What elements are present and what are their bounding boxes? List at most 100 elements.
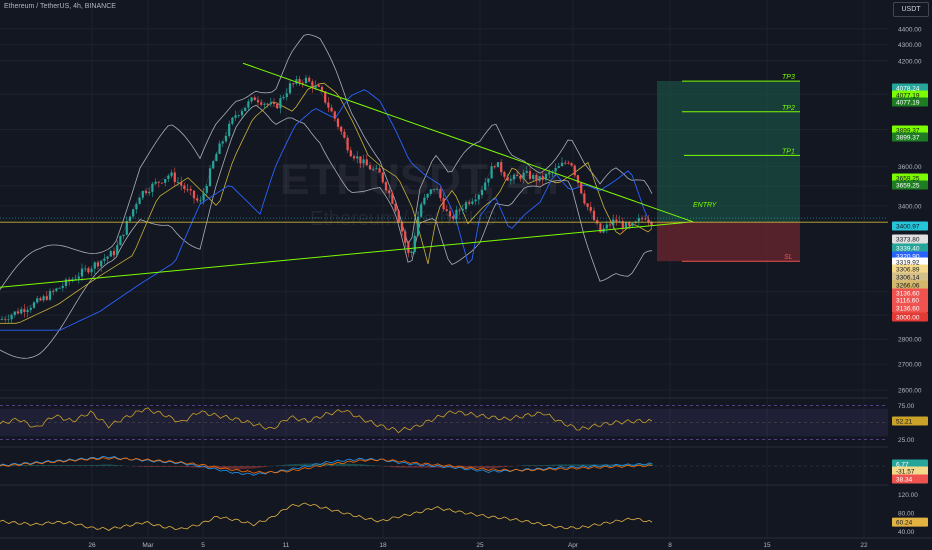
macd-value-label: 6.77 [896, 462, 909, 469]
candle-body [228, 123, 231, 136]
candle-body [4, 318, 7, 320]
bollinger-upper [0, 33, 653, 290]
rsi-value-label: 52.21 [896, 418, 913, 425]
candle-body [141, 190, 144, 198]
candle-body [77, 276, 80, 279]
time-tick-label: 8 [668, 542, 672, 549]
candle-body [36, 298, 39, 303]
moving-average-yellow [0, 82, 653, 324]
candle-body [356, 156, 359, 159]
candle-body [372, 168, 375, 170]
price-label-box [892, 280, 928, 290]
candle-body [244, 107, 247, 112]
candle-body [202, 192, 205, 201]
candle-body [381, 172, 384, 183]
candle-body [423, 197, 426, 205]
price-label-box [892, 234, 928, 244]
candle-body [468, 202, 471, 204]
price-labels: 4078.244077.194077.193899.373899.373659.… [892, 83, 928, 527]
candle-body [426, 193, 429, 198]
candle-body [138, 197, 141, 205]
candle-body [148, 191, 151, 194]
candle-body [45, 296, 48, 300]
candle-body [292, 83, 295, 85]
candle-body [346, 137, 349, 151]
candle-body [336, 118, 340, 127]
candle-body [276, 103, 279, 109]
candle-body [64, 279, 68, 287]
candle-body [548, 172, 551, 175]
price-label: 3116.60 [896, 298, 919, 305]
candle-body [240, 111, 244, 116]
candle-body [74, 278, 77, 280]
candle-body [576, 175, 580, 183]
candle-body [189, 189, 192, 191]
candle-body [199, 200, 202, 202]
candle-body [538, 176, 541, 181]
candle-body [173, 172, 176, 183]
candle-body [132, 209, 135, 217]
candle-body [583, 193, 586, 204]
price-tick-label: 2600.00 [898, 388, 922, 395]
price-label: 3319.92 [896, 260, 920, 267]
candle-body [640, 218, 644, 220]
candle-body [605, 224, 608, 229]
price-label: 4077.19 [896, 93, 920, 100]
price-tick-label: 2800.00 [898, 337, 922, 344]
candle-body [391, 193, 394, 204]
adx-tick-label: 40.00 [898, 529, 915, 536]
candle-body [400, 222, 404, 232]
price-label: 3659.25 [896, 183, 920, 190]
candle-body [279, 98, 282, 109]
price-label-box [892, 180, 928, 190]
time-tick-label: Mar [142, 542, 154, 549]
candle-body [52, 290, 55, 292]
candle-body [647, 219, 650, 223]
candle-body [503, 172, 506, 177]
candle-body [394, 203, 397, 211]
candle-body [96, 262, 100, 267]
candle-body [247, 101, 250, 108]
candle-body [388, 190, 391, 194]
candle-body [509, 179, 512, 181]
tp2-label: TP2 [782, 105, 795, 112]
rsi-tick-label: 75.00 [898, 403, 915, 410]
candle-body [512, 174, 516, 180]
macd-value-label: -31.57 [896, 469, 915, 476]
candle-body [340, 126, 343, 132]
candle-body [288, 83, 292, 94]
candle-body [282, 97, 285, 99]
candle-body [186, 189, 189, 190]
candle-body [413, 235, 416, 252]
currency-button[interactable]: USDT [893, 2, 929, 17]
target-levels: TP3 TP2 TP1 SL ENTRY [682, 74, 800, 262]
moving-average-blue [0, 89, 653, 331]
rsi-value-label-box [892, 416, 928, 426]
candle-body [100, 260, 103, 267]
candle-body [487, 178, 490, 183]
candle-body [343, 131, 346, 138]
candle-body [29, 307, 32, 310]
macd-value-label: 38.34 [896, 477, 913, 484]
time-tick-label: 11 [283, 542, 290, 549]
position-zones [657, 80, 800, 262]
price-label-box [892, 221, 928, 231]
candle-body [183, 185, 186, 190]
candle-body [378, 168, 381, 173]
tp1-label: TP1 [782, 148, 795, 155]
candle-body [125, 221, 128, 235]
candle-body [269, 102, 272, 105]
candle-body [224, 135, 228, 142]
candle-body [103, 258, 106, 261]
price-label-box [892, 83, 928, 93]
candle-body [196, 198, 199, 201]
time-tick-label: 15 [763, 542, 771, 549]
candle-body [624, 222, 628, 228]
candle-body [650, 222, 653, 226]
candle-body [221, 141, 224, 144]
adx-tick-label: 80.00 [898, 511, 915, 518]
price-label: 4078.24 [896, 86, 920, 93]
lower-trendline [0, 221, 694, 288]
candle-body [333, 111, 336, 119]
